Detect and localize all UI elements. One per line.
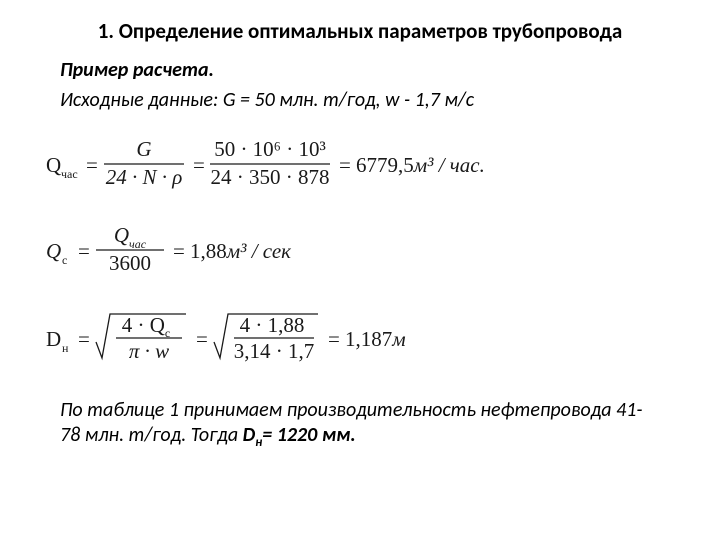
svg-text:н: н xyxy=(62,341,69,355)
svg-text:1,88м³ / сек: 1,88м³ / сек xyxy=(190,239,291,263)
svg-text:3600: 3600 xyxy=(109,251,151,275)
svg-text:3,14 · 1,7: 3,14 · 1,7 xyxy=(234,339,315,363)
svg-text:4 · 1,88: 4 · 1,88 xyxy=(240,313,305,337)
svg-text:=: = xyxy=(328,327,340,351)
svg-text:π · w: π · w xyxy=(129,339,169,363)
svg-text:=: = xyxy=(339,153,351,177)
given-data: Исходные данные: G = 50 млн. т/год, w - … xyxy=(60,88,660,112)
page: 1. Определение оптимальных параметров тр… xyxy=(0,0,720,540)
conclusion-value: Dн= 1220 мм. xyxy=(243,423,356,447)
svg-text:6779,5м³ / час.: 6779,5м³ / час. xyxy=(356,153,485,177)
svg-text:=: = xyxy=(78,239,90,263)
svg-text:24 · 350 · 878: 24 · 350 · 878 xyxy=(211,165,330,189)
svg-text:Q: Q xyxy=(46,239,61,263)
svg-text:с: с xyxy=(62,253,67,267)
svg-text:=: = xyxy=(86,153,98,177)
conclusion: По таблице 1 принимаем производительност… xyxy=(60,398,660,451)
svg-text:D: D xyxy=(46,327,61,351)
svg-text:час: час xyxy=(61,167,78,181)
equation-diameter: D н = 4 · Qс π · w = 4 · 1,88 3,14 · 1,7… xyxy=(38,306,660,370)
svg-text:=: = xyxy=(78,327,90,351)
svg-text:=: = xyxy=(193,153,205,177)
svg-text:Qчас: Qчас xyxy=(114,223,147,251)
svg-text:=: = xyxy=(173,239,185,263)
svg-text:4 · Qс: 4 · Qс xyxy=(122,313,171,340)
example-heading: Пример расчета. xyxy=(60,58,660,82)
page-title: 1. Определение оптимальных параметров тр… xyxy=(60,18,660,44)
svg-text:1,187м: 1,187м xyxy=(345,327,406,351)
svg-text:Q: Q xyxy=(46,153,61,177)
svg-text:24 · N · ρ: 24 · N · ρ xyxy=(106,165,183,189)
svg-text:=: = xyxy=(196,327,208,351)
equation-q-sec: Q с = Qчас 3600 = 1,88м³ / сек xyxy=(38,220,660,278)
svg-text:G: G xyxy=(136,137,151,161)
equation-q-hour: Q час = G 24 · N · ρ = 50 · 10⁶ · 10³ 24… xyxy=(38,134,660,192)
svg-text:50 · 10⁶ · 10³: 50 · 10⁶ · 10³ xyxy=(214,137,326,161)
